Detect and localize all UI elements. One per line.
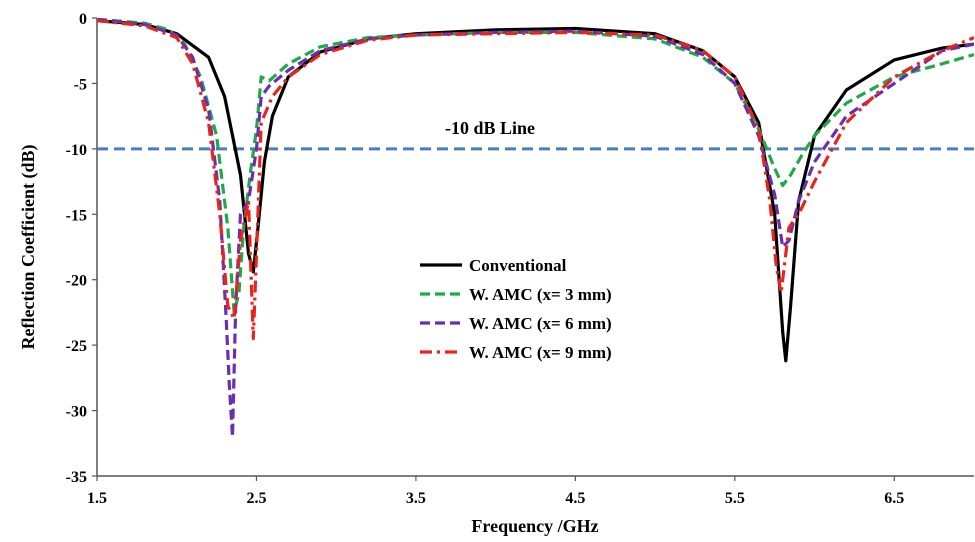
y-tick-label: -15	[66, 207, 87, 224]
x-tick-label: 2.5	[246, 490, 266, 507]
x-axis-title: Frequency /GHz	[471, 516, 598, 536]
series-line-4	[97, 19, 974, 341]
legend: Conventional W. AMC (x= 3 mm) W. AMC (x= 6…	[420, 256, 612, 362]
y-tick-label: -5	[74, 76, 87, 93]
series-line-3	[97, 18, 974, 439]
y-axis-title: Reflection Coefficient (dB)	[18, 145, 39, 350]
y-tick-label: -20	[66, 273, 87, 290]
tick-labels: 1.5 2.5 3.5 4.5 5.5 6.5 0 -5 -10 -15 -20 -25 -30 -35	[66, 11, 905, 507]
legend-label-2: W. AMC (x= 3 mm)	[469, 285, 612, 304]
y-tick-label: -10	[66, 142, 87, 159]
reference-line-group: -10 dB Line	[97, 118, 974, 151]
y-tick-label: -35	[66, 469, 87, 486]
legend-label-4: W. AMC (x= 9 mm)	[469, 343, 612, 362]
x-tick-label: 5.5	[725, 490, 745, 507]
y-tick-label: 0	[79, 11, 87, 28]
series-lines	[97, 18, 974, 439]
axes	[92, 17, 974, 481]
x-tick-label: 4.5	[565, 490, 585, 507]
x-tick-label: 1.5	[87, 490, 107, 507]
y-tick-label: -25	[66, 338, 87, 355]
legend-label-1: Conventional	[469, 256, 567, 275]
reference-line-label: -10 dB Line	[445, 118, 535, 138]
y-tick-label: -30	[66, 404, 87, 421]
x-tick-label: 3.5	[406, 490, 426, 507]
legend-label-3: W. AMC (x= 6 mm)	[469, 314, 612, 333]
x-tick-label: 6.5	[884, 490, 904, 507]
